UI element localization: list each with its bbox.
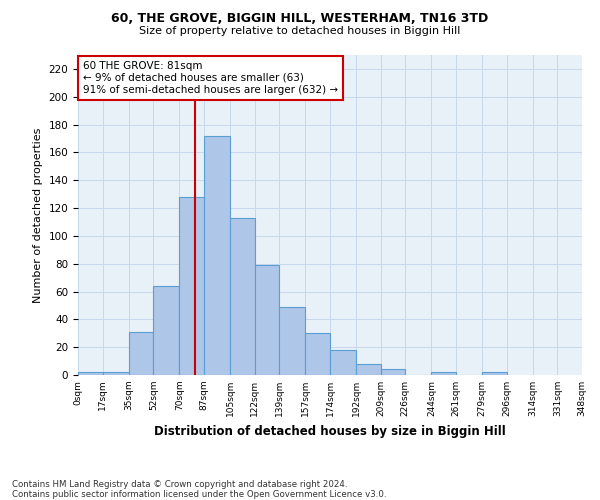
Bar bbox=[280, 307, 305, 375]
Bar bbox=[230, 218, 254, 375]
Bar bbox=[128, 332, 154, 375]
Text: Size of property relative to detached houses in Biggin Hill: Size of property relative to detached ho… bbox=[139, 26, 461, 36]
Bar bbox=[179, 197, 204, 375]
Text: 60 THE GROVE: 81sqm
← 9% of detached houses are smaller (63)
91% of semi-detache: 60 THE GROVE: 81sqm ← 9% of detached hou… bbox=[83, 62, 338, 94]
X-axis label: Distribution of detached houses by size in Biggin Hill: Distribution of detached houses by size … bbox=[154, 424, 506, 438]
Bar bbox=[305, 334, 330, 375]
Bar bbox=[154, 286, 179, 375]
Y-axis label: Number of detached properties: Number of detached properties bbox=[33, 128, 43, 302]
Text: Contains HM Land Registry data © Crown copyright and database right 2024.: Contains HM Land Registry data © Crown c… bbox=[12, 480, 347, 489]
Bar bbox=[254, 265, 280, 375]
Bar bbox=[78, 372, 103, 375]
Bar bbox=[431, 372, 456, 375]
Bar bbox=[330, 350, 356, 375]
Text: Contains public sector information licensed under the Open Government Licence v3: Contains public sector information licen… bbox=[12, 490, 386, 499]
Bar bbox=[204, 136, 230, 375]
Bar bbox=[482, 372, 506, 375]
Bar bbox=[380, 370, 406, 375]
Bar bbox=[103, 372, 128, 375]
Text: 60, THE GROVE, BIGGIN HILL, WESTERHAM, TN16 3TD: 60, THE GROVE, BIGGIN HILL, WESTERHAM, T… bbox=[112, 12, 488, 26]
Bar bbox=[356, 364, 380, 375]
